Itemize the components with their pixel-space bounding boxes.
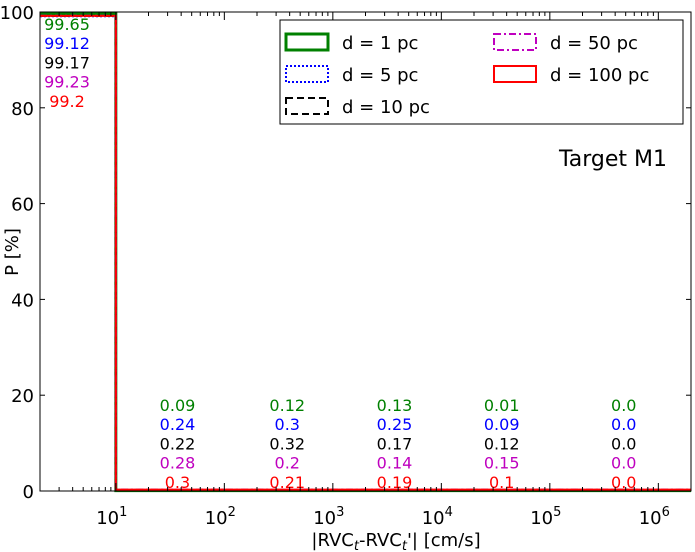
x-label-part: -RVC [359, 530, 402, 551]
y-tick-label: 100 [0, 3, 34, 24]
value-label: 0.3 [275, 415, 300, 434]
legend-label: d = 5 pc [342, 65, 418, 86]
x-label-part: |RVC [311, 530, 353, 551]
value-label: 0.1 [489, 473, 514, 492]
value-label: 0.32 [269, 434, 305, 453]
x-tick-label: 104 [422, 505, 453, 529]
value-label: 0.22 [160, 434, 196, 453]
value-label: 0.3 [165, 473, 190, 492]
value-label: 99.65 [44, 15, 90, 34]
value-label: 0.01 [484, 396, 520, 415]
x-tick-exponent: 1 [119, 505, 127, 520]
series-outline-d-100-pc [40, 14, 691, 491]
x-tick-exponent: 5 [553, 505, 561, 520]
value-label: 99.2 [49, 92, 85, 111]
value-label: 0.0 [611, 415, 636, 434]
value-label: 0.0 [611, 454, 636, 473]
value-label: 99.23 [44, 73, 90, 92]
legend-swatch [285, 97, 329, 115]
x-tick-base: 10 [422, 508, 445, 529]
legend: d = 1 pc d = 5 pc d = 10 pc d = 50 pc d = 10… [279, 19, 684, 125]
value-label: 99.17 [44, 53, 90, 72]
legend-label: d = 50 pc [550, 33, 638, 54]
x-tick-exponent: 6 [662, 505, 670, 520]
x-tick-base: 10 [530, 508, 553, 529]
value-label: 0.21 [269, 473, 305, 492]
value-label: 0.15 [484, 454, 520, 473]
value-label: 0.12 [484, 434, 520, 453]
value-label: 0.17 [377, 434, 413, 453]
legend-label: d = 10 pc [342, 97, 430, 118]
legend-swatch [493, 33, 537, 51]
legend-box [279, 19, 684, 125]
value-label: 0.0 [611, 396, 636, 415]
value-label: 0.09 [160, 396, 196, 415]
y-axis-label: P [%] [2, 228, 23, 276]
legend-label: d = 100 pc [550, 65, 649, 86]
value-label: 0.24 [160, 415, 196, 434]
x-tick-label: 103 [313, 505, 344, 529]
x-tick-exponent: 4 [445, 505, 453, 520]
value-label: 99.12 [44, 34, 90, 53]
y-tick-label: 40 [11, 290, 34, 311]
x-tick-exponent: 2 [228, 505, 236, 520]
x-label-part: '| [cm/s] [407, 530, 481, 551]
y-tick-label: 0 [23, 482, 34, 503]
x-tick-base: 10 [205, 508, 228, 529]
y-tick-label: 20 [11, 386, 34, 407]
legend-label: d = 1 pc [342, 33, 418, 54]
chart-title: Target M1 [558, 147, 667, 172]
x-axis-label: |RVCt-RVCt'| [cm/s] [311, 530, 480, 552]
x-label-sub: t [354, 539, 360, 552]
x-tick-base: 10 [96, 508, 119, 529]
value-label: 0.0 [611, 473, 636, 492]
value-label: 0.14 [377, 454, 413, 473]
x-tick-exponent: 3 [336, 505, 344, 520]
value-label: 0.2 [275, 454, 300, 473]
legend-swatch [284, 32, 330, 52]
x-tick-base: 10 [313, 508, 336, 529]
x-tick-label: 102 [205, 505, 236, 529]
legend-swatch [493, 65, 537, 83]
y-tick-label: 60 [11, 195, 34, 216]
x-tick-label: 101 [96, 505, 127, 529]
x-tick-base: 10 [639, 508, 662, 529]
y-tick-label: 80 [11, 99, 34, 120]
x-label-sub: t [402, 539, 408, 552]
value-label: 0.0 [611, 434, 636, 453]
value-label: 0.19 [377, 473, 413, 492]
legend-swatch [285, 65, 329, 83]
x-tick-label: 105 [530, 505, 561, 529]
value-label: 0.28 [160, 454, 196, 473]
annotation-layer: 99.650.09 0.12 0.13 0.01 0.099.120.24 0.3 0.25… [44, 15, 636, 492]
value-label: 0.09 [484, 415, 520, 434]
value-label: 0.25 [377, 415, 413, 434]
value-label: 0.12 [269, 396, 305, 415]
value-label: 0.13 [377, 396, 413, 415]
x-tick-label: 106 [639, 505, 670, 529]
